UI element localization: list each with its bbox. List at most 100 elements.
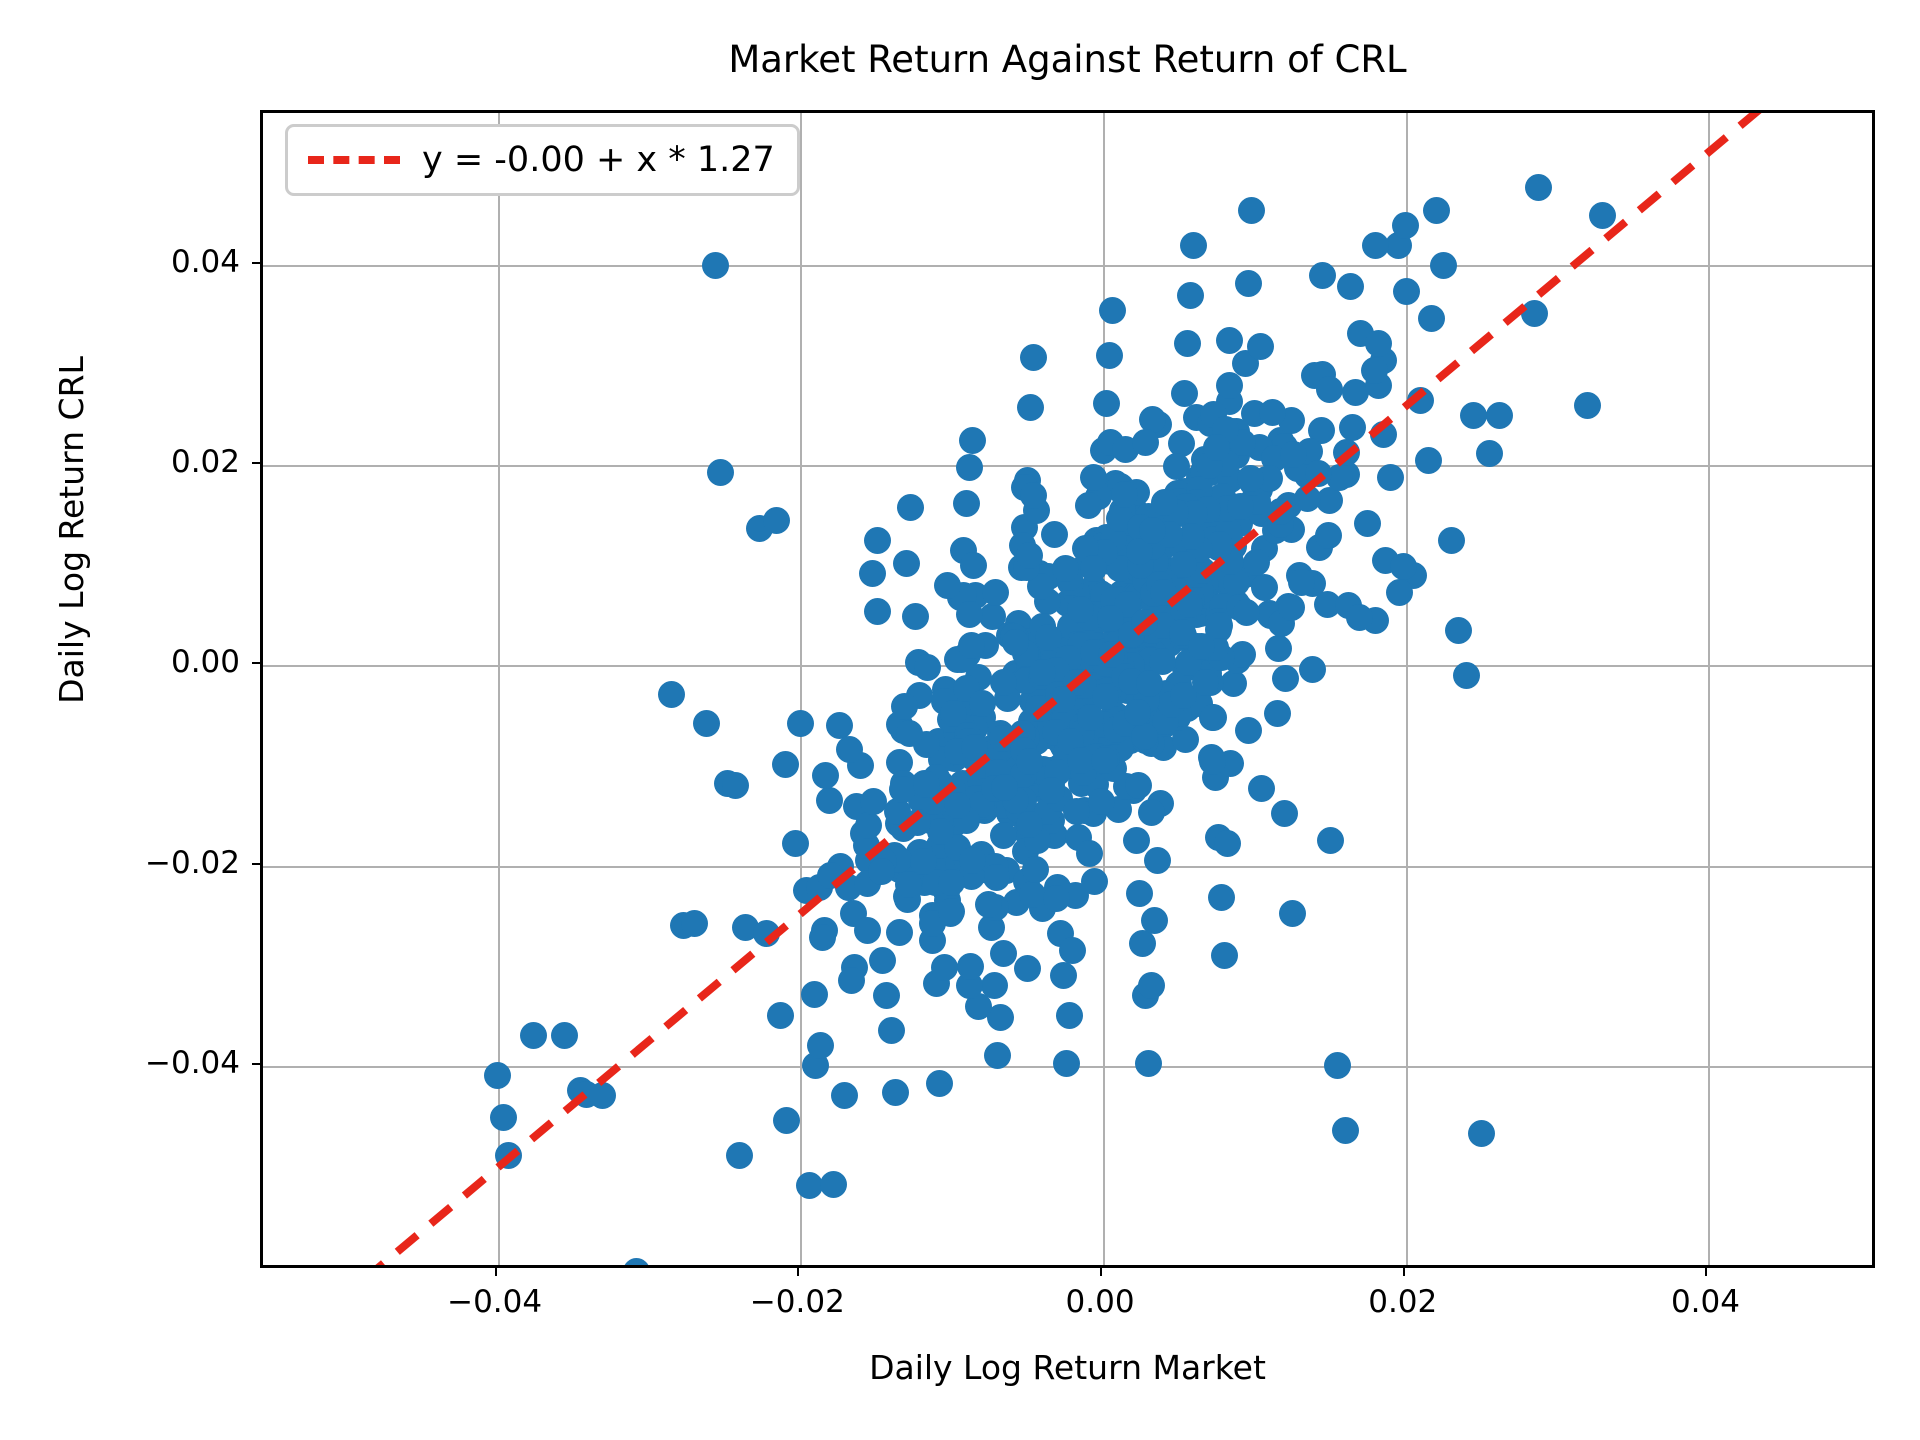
- scatter-point: [1097, 640, 1125, 668]
- scatter-point: [982, 863, 1010, 891]
- scatter-point: [1050, 962, 1078, 990]
- scatter-point: [782, 830, 810, 858]
- x-tick-label: −0.02: [749, 1284, 845, 1320]
- scatter-point: [1251, 574, 1279, 602]
- scatter-point: [1452, 661, 1480, 689]
- scatter-point: [1124, 699, 1151, 727]
- scatter-point: [1226, 492, 1254, 520]
- scatter-point: [1390, 552, 1418, 580]
- scatter-point: [944, 791, 972, 819]
- scatter-point: [1315, 521, 1343, 549]
- scatter-point: [1122, 827, 1150, 855]
- scatter-point: [1525, 173, 1553, 201]
- scatter-point: [1237, 196, 1265, 224]
- scatter-point: [1075, 840, 1103, 868]
- y-tick-mark: [252, 462, 260, 465]
- scatter-point: [767, 1002, 795, 1030]
- scatter-point: [808, 923, 836, 951]
- scatter-point: [706, 458, 734, 486]
- scatter-point: [1125, 771, 1153, 799]
- scatter-point: [1042, 885, 1070, 913]
- scatter-point: [1037, 777, 1065, 805]
- y-tick-label: −0.04: [145, 1044, 240, 1081]
- scatter-point: [864, 526, 892, 554]
- x-tick-mark: [494, 1268, 497, 1276]
- scatter-point: [1315, 375, 1343, 403]
- scatter-point: [1331, 1117, 1359, 1145]
- scatter-point: [1377, 463, 1405, 491]
- scatter-point: [815, 787, 843, 815]
- scatter-point: [1430, 251, 1458, 279]
- scatter-point: [1345, 604, 1373, 632]
- scatter-point: [1080, 463, 1108, 491]
- legend-label: y = -0.00 + x * 1.27: [422, 140, 775, 180]
- scatter-point: [1332, 439, 1360, 467]
- scatter-point: [1015, 541, 1043, 569]
- scatter-point: [897, 493, 925, 521]
- scatter-point: [1589, 201, 1617, 229]
- scatter-point: [1016, 393, 1044, 421]
- scatter-point: [1180, 231, 1208, 259]
- scatter-point: [1074, 492, 1102, 520]
- y-tick-mark: [252, 862, 260, 865]
- scatter-point: [1091, 683, 1119, 711]
- scatter-point: [891, 692, 919, 720]
- scatter-point: [830, 1082, 858, 1110]
- scatter-point: [1016, 810, 1044, 838]
- scatter-point: [1162, 452, 1190, 480]
- scatter-point: [762, 506, 790, 534]
- scatter-point: [1019, 343, 1047, 371]
- scatter-point: [901, 602, 929, 630]
- scatter-point: [1034, 623, 1062, 651]
- scatter-point: [786, 710, 814, 738]
- scatter-point: [1298, 655, 1326, 683]
- scatter-point: [1174, 329, 1202, 357]
- scatter-point: [854, 917, 882, 945]
- scatter-point: [806, 1032, 834, 1060]
- scatter-point: [1137, 972, 1165, 1000]
- scatter-point: [494, 1142, 522, 1170]
- scatter-point: [1437, 526, 1465, 554]
- y-tick-mark: [252, 262, 260, 265]
- y-tick-label: 0.02: [170, 444, 240, 481]
- scatter-point: [1259, 398, 1287, 426]
- scatter-point: [959, 551, 987, 579]
- scatter-point: [981, 578, 1009, 606]
- y-tick-mark: [252, 662, 260, 665]
- scatter-point: [1134, 1050, 1162, 1078]
- scatter-point: [1486, 401, 1514, 429]
- scatter-point: [1177, 281, 1205, 309]
- scatter-point: [1392, 211, 1420, 239]
- scatter-point: [1066, 746, 1094, 774]
- x-tick-mark: [1705, 1268, 1708, 1276]
- scatter-point: [1139, 516, 1167, 544]
- x-tick-mark: [797, 1268, 800, 1276]
- scatter-point: [835, 735, 863, 763]
- scatter-point: [1277, 593, 1305, 621]
- scatter-point: [550, 1022, 578, 1050]
- scatter-point: [1150, 489, 1178, 517]
- scatter-point: [1287, 568, 1315, 596]
- y-tick-label: 0.04: [170, 244, 240, 281]
- scatter-point: [1059, 937, 1087, 965]
- scatter-point: [959, 426, 987, 454]
- scatter-point: [868, 947, 896, 975]
- scatter-point: [1573, 391, 1601, 419]
- scatter-point: [968, 690, 996, 718]
- scatter-point: [1520, 299, 1548, 327]
- legend-line-swatch: [308, 156, 400, 164]
- scatter-point: [1149, 578, 1177, 606]
- x-tick-label: 0.02: [1368, 1284, 1438, 1320]
- scatter-point: [914, 654, 942, 682]
- page-title: Market Return Against Return of CRL: [728, 38, 1407, 81]
- scatter-point: [623, 1257, 651, 1265]
- x-tick-label: 0.04: [1670, 1284, 1740, 1320]
- scatter-point: [1169, 550, 1197, 578]
- scatter-point: [1418, 305, 1446, 333]
- scatter-point: [930, 954, 958, 982]
- scatter-point: [953, 489, 981, 517]
- x-tick-mark: [1100, 1268, 1103, 1276]
- scatter-point: [1407, 386, 1435, 414]
- scatter-point: [1041, 520, 1069, 548]
- scatter-point: [795, 1172, 823, 1200]
